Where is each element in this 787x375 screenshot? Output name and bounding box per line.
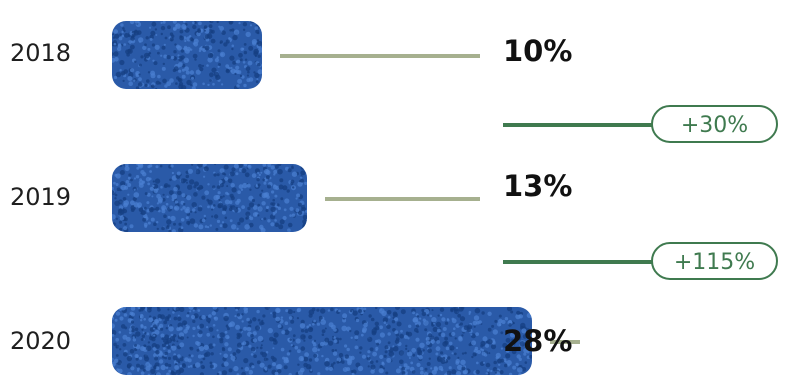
- value-label-2018: 10%: [503, 37, 572, 66]
- connector-line-2019: [325, 197, 480, 201]
- growth-line-2018-2019: [503, 123, 653, 127]
- value-label-2020: 28%: [503, 327, 572, 356]
- growth-line-2019-2020: [503, 260, 653, 264]
- connector-line-2018: [280, 54, 480, 58]
- bar-2020: [112, 307, 532, 375]
- bar-2019: [112, 164, 307, 232]
- growth-badge-2019-2020: +115%: [651, 242, 778, 280]
- year-label-2018: 2018: [10, 41, 71, 65]
- year-label-2020: 2020: [10, 329, 71, 353]
- year-label-2019: 2019: [10, 185, 71, 209]
- value-label-2019: 13%: [503, 172, 572, 201]
- bar-2018: [112, 21, 262, 89]
- growth-badge-2018-2019: +30%: [651, 105, 778, 143]
